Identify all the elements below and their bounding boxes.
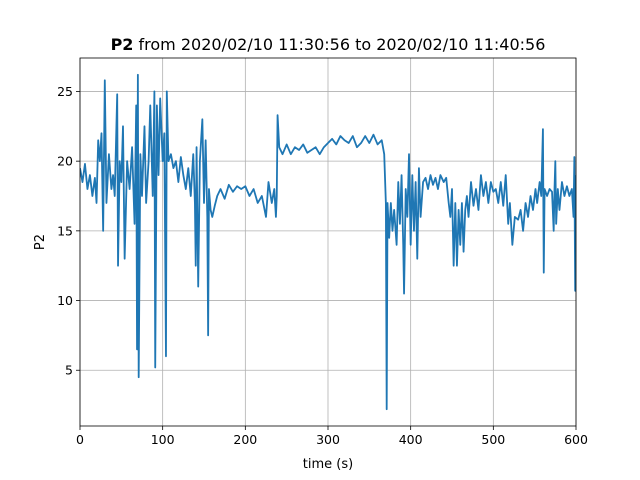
x-tick-label: 100 <box>151 432 175 447</box>
x-tick-label: 300 <box>316 432 340 447</box>
y-tick-label: 25 <box>57 84 73 99</box>
y-tick-label: 10 <box>57 293 73 308</box>
y-tick-label: 15 <box>57 223 73 238</box>
x-tick-label: 400 <box>399 432 423 447</box>
x-tick-label: 500 <box>481 432 505 447</box>
title-bold: P2 <box>111 35 134 54</box>
y-tick-label: 20 <box>57 154 73 169</box>
title-rest: from 2020/02/10 11:30:56 to 2020/02/10 1… <box>139 35 546 54</box>
data-line <box>80 73 576 411</box>
y-tick-label: 5 <box>65 363 73 378</box>
x-axis-label: time (s) <box>303 457 353 472</box>
plot-frame <box>79 57 577 427</box>
x-tick-label: 600 <box>564 432 588 447</box>
y-axis-label: P2 <box>33 234 48 250</box>
x-tick-label: 200 <box>233 432 257 447</box>
chart-title: P2 from 2020/02/10 11:30:56 to 2020/02/1… <box>111 35 546 54</box>
x-tick-label: 0 <box>76 432 84 447</box>
